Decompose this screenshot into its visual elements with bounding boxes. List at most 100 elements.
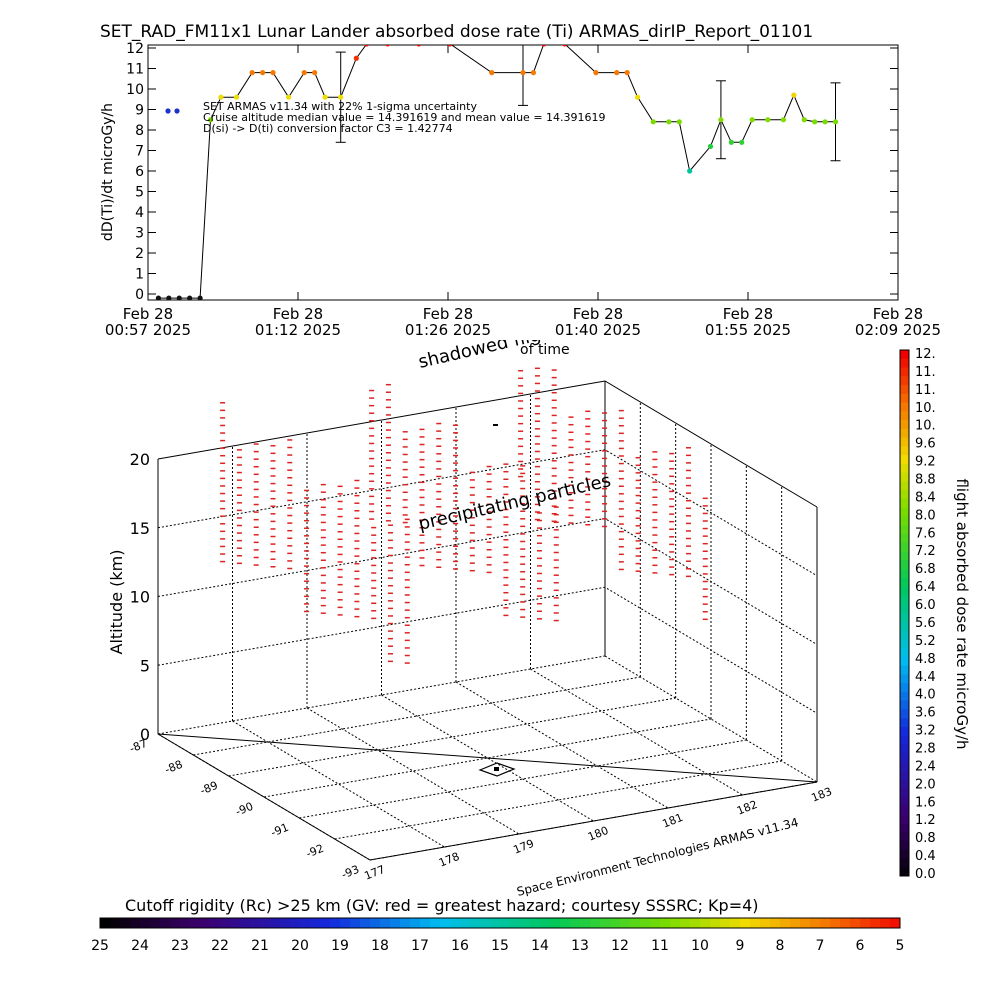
colorbar-segment — [440, 918, 451, 928]
colorbar-segment — [100, 918, 111, 928]
colorbar-segment — [310, 918, 321, 928]
colorbar-segment — [900, 840, 909, 851]
cutoff-rigidity-colorbar: 25 24 23 22 21 20 19 18 17 16 15 14 13 12 11 10 9 8 7 6 5 — [91, 917, 904, 954]
colorbar-segment — [790, 918, 801, 928]
colorbar-tick-label: 6 — [856, 938, 865, 954]
colorbar-segment — [420, 918, 431, 928]
colorbar-segment — [900, 455, 909, 465]
colorbar-segment — [900, 542, 909, 553]
colorbar-segment — [900, 507, 909, 518]
colorbar-segment — [270, 918, 281, 928]
colorbar-tick-label: 9.6 — [915, 437, 936, 452]
colorbar-tick-label: 3.6 — [915, 706, 936, 721]
data-point — [218, 94, 224, 100]
colorbar-tick-label: 20 — [291, 938, 309, 954]
colorbar-segment — [370, 918, 381, 928]
colorbar-tick-label: 4.8 — [915, 652, 936, 667]
colorbar-tick-label: 6.4 — [915, 580, 936, 595]
data-point — [166, 295, 172, 300]
colorbar-tick-label: 1.6 — [915, 795, 936, 810]
colorbar-tick-label: 12 — [611, 938, 629, 954]
colorbar-segment — [900, 367, 909, 377]
colorbar-segment — [660, 918, 671, 928]
data-point — [666, 119, 672, 125]
flightpath-3d-plot: 0 5 10 15 20 Altitude (km) -87 -88 -89 -90 -91 -92-… — [107, 340, 834, 899]
colorbar-segment — [640, 918, 651, 928]
colorbar-label: flight absorbed dose rate microGy/h — [953, 478, 971, 749]
colorbar-tick-label: 11 — [651, 938, 669, 954]
data-point — [259, 70, 266, 76]
colorbar-segment — [900, 726, 909, 737]
colorbar-tick-label: 4.4 — [915, 670, 936, 685]
colorbar-segment — [600, 918, 611, 928]
colorbar-segment — [900, 867, 909, 877]
colorbar-segment — [320, 918, 331, 928]
colorbar-segment — [530, 918, 541, 928]
colorbar-segment — [900, 630, 909, 640]
colorbar-segment — [570, 918, 581, 928]
y-axis-label: dD(Ti)/dt microGy/h — [100, 103, 116, 241]
colorbar-tick-label: 16 — [451, 938, 469, 954]
data-point — [385, 45, 390, 47]
colorbar-segment — [750, 918, 761, 928]
colorbar-segment — [250, 918, 261, 928]
colorbar-segment — [900, 700, 909, 710]
y-tick-label: 8 — [135, 123, 144, 139]
x-tick-label-date: Feb 28 — [123, 305, 173, 323]
colorbar-segment — [900, 577, 909, 588]
colorbar-segment — [900, 402, 909, 412]
y-tick-label: 0 — [135, 287, 144, 303]
longitude-tick-label: 178 — [437, 850, 461, 870]
colorbar-segment — [900, 490, 909, 500]
floor-grid-line — [306, 707, 520, 835]
note-uncertainty: SET ARMAS v11.34 with 22% 1-sigma uncert… — [203, 100, 477, 113]
colorbar-segment — [810, 918, 821, 928]
latitude-tick-label: -92 — [304, 842, 326, 861]
x-tick-label-date: Feb 28 — [273, 305, 323, 323]
colorbar-segment — [900, 393, 909, 404]
colorbar-segment — [900, 621, 909, 632]
shadowed-flightpath-label: shadowed flightpath — [416, 340, 600, 373]
colorbar-segment — [900, 516, 909, 526]
colorbar-segment — [880, 918, 891, 928]
colorbar-tick-label: 24 — [131, 938, 149, 954]
colorbar-segment — [720, 918, 731, 928]
colorbar-segment — [900, 560, 909, 570]
colorbar-tick-label: 7.2 — [915, 544, 936, 559]
colorbar-segment — [730, 918, 741, 928]
x-tick-label-time: 02:09 2025 — [855, 321, 941, 339]
colorbar-tick-label: 18 — [371, 938, 389, 954]
colorbar-segment — [900, 376, 909, 386]
series-group — [155, 45, 841, 300]
colorbar-tick-label: 8.8 — [915, 473, 936, 488]
colorbar-tick-label: 5.6 — [915, 616, 936, 631]
colorbar-segment — [900, 586, 909, 596]
colorbar-tick-label: 13 — [571, 938, 589, 954]
floor-grid-line — [232, 720, 445, 848]
colorbar-segment — [900, 832, 909, 842]
colorbar-segment — [500, 918, 511, 928]
colorbar-segment — [520, 918, 531, 928]
colorbar-tick-label: 6.0 — [915, 598, 936, 613]
colorbar-segment — [900, 639, 909, 649]
colorbar-segment — [130, 918, 141, 928]
colorbar-segment — [900, 648, 909, 658]
data-point — [822, 119, 828, 125]
colorbar-segment — [900, 674, 909, 684]
y-tick-label: 7 — [135, 144, 144, 160]
data-point — [155, 295, 162, 300]
credit-label: Space Environment Technologies ARMAS v11… — [515, 815, 799, 899]
colorbar-segment — [260, 918, 271, 928]
colorbar-segment — [410, 918, 421, 928]
data-point — [562, 45, 568, 47]
colorbar-tick-label: 22 — [211, 938, 229, 954]
colorbar-segment — [900, 446, 909, 456]
colorbar-segment — [670, 918, 681, 928]
colorbar-segment — [770, 918, 781, 928]
colorbar-segment — [180, 918, 191, 928]
colorbar-segment — [900, 411, 909, 421]
longitude-tick-label: 179 — [512, 837, 536, 857]
colorbar-segment — [900, 814, 909, 824]
colorbar-tick-label: 8.0 — [915, 508, 936, 523]
longitude-tick-label: 181 — [661, 811, 685, 831]
